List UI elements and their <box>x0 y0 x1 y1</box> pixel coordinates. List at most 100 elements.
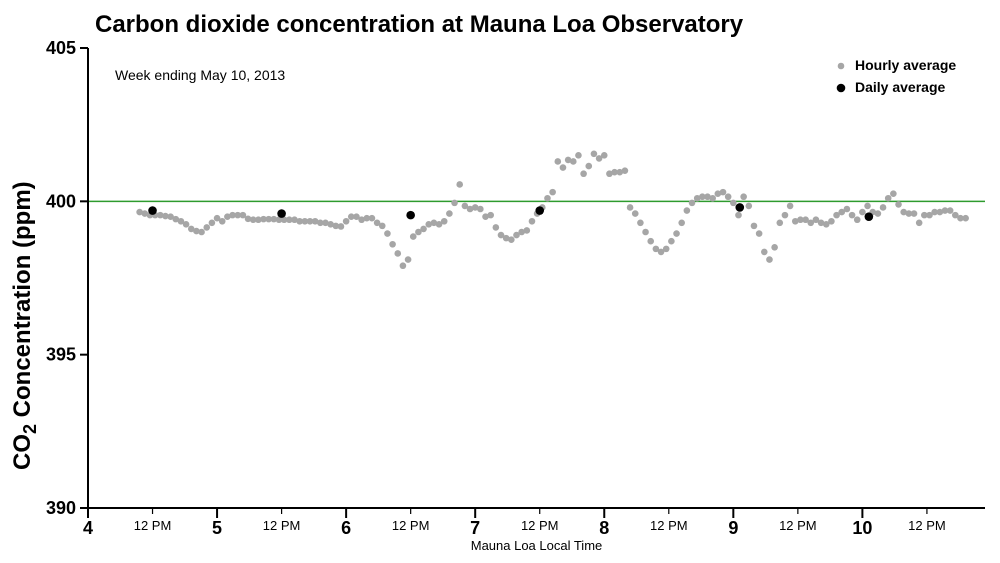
hourly-point <box>766 256 773 263</box>
hourly-point <box>859 209 866 216</box>
daily-point <box>148 206 157 215</box>
daily-point <box>865 212 874 221</box>
hourly-point <box>575 152 582 159</box>
hourly-point <box>379 223 386 230</box>
hourly-point <box>456 181 463 188</box>
hourly-point <box>782 212 789 219</box>
legend-marker-daily <box>837 84 846 93</box>
chart-container: Carbon dioxide concentration at Mauna Lo… <box>0 0 1000 563</box>
hourly-point <box>849 212 856 219</box>
x-tick-label-major: 6 <box>341 518 351 538</box>
hourly-point <box>746 203 753 210</box>
hourly-point <box>570 158 577 165</box>
legend-label-daily: Daily average <box>855 79 945 95</box>
hourly-point <box>844 206 851 213</box>
hourly-point <box>622 167 629 174</box>
hourly-point <box>725 193 732 200</box>
hourly-point <box>627 204 634 211</box>
plot-area <box>88 151 985 270</box>
hourly-point <box>400 262 407 269</box>
x-tick-label-minor: 12 PM <box>521 518 559 533</box>
hourly-point <box>384 230 391 237</box>
hourly-point <box>529 218 536 225</box>
hourly-point <box>203 224 210 231</box>
hourly-point <box>875 210 882 217</box>
x-tick-label-minor: 12 PM <box>908 518 946 533</box>
hourly-point <box>544 195 551 202</box>
hourly-point <box>911 210 918 217</box>
hourly-point <box>771 244 778 251</box>
hourly-point <box>524 227 531 234</box>
hourly-point <box>854 216 861 223</box>
x-tick-label-minor: 12 PM <box>650 518 688 533</box>
y-tick-label: 405 <box>46 38 76 58</box>
hourly-point <box>477 206 484 213</box>
hourly-point <box>580 170 587 177</box>
hourly-point <box>369 215 376 222</box>
y-tick-label: 395 <box>46 345 76 365</box>
hourly-point <box>720 189 727 196</box>
y-axis-label: CO2 Concentration (ppm) <box>9 181 40 470</box>
hourly-point <box>410 233 417 240</box>
daily-point <box>406 211 415 220</box>
legend-marker-hourly <box>838 63 845 70</box>
daily-point <box>277 209 286 218</box>
x-tick-label-major: 7 <box>470 518 480 538</box>
hourly-point <box>601 152 608 159</box>
x-tick-label-minor: 12 PM <box>134 518 172 533</box>
hourly-point <box>684 207 691 214</box>
chart-svg: Carbon dioxide concentration at Mauna Lo… <box>0 0 1000 563</box>
hourly-point <box>549 189 556 196</box>
hourly-point <box>632 210 639 217</box>
legend: Hourly average Daily average <box>837 57 957 95</box>
hourly-point <box>663 246 670 253</box>
y-tick-label: 390 <box>46 498 76 518</box>
hourly-point <box>947 207 954 214</box>
hourly-point <box>183 221 190 228</box>
hourly-point <box>962 215 969 222</box>
hourly-point <box>394 250 401 257</box>
hourly-point <box>916 220 923 227</box>
y-tick-label: 400 <box>46 191 76 211</box>
hourly-point <box>751 223 758 230</box>
hourly-point <box>678 220 685 227</box>
axes: 3903954004054567891012 PM12 PM12 PM12 PM… <box>46 38 985 538</box>
hourly-point <box>343 218 350 225</box>
x-tick-label-minor: 12 PM <box>263 518 301 533</box>
chart-subtitle: Week ending May 10, 2013 <box>115 67 285 83</box>
hourly-point <box>451 200 458 207</box>
hourly-point <box>554 158 561 165</box>
hourly-point <box>637 220 644 227</box>
hourly-point <box>493 224 500 231</box>
hourly-point <box>389 241 396 248</box>
hourly-point <box>709 195 716 202</box>
hourly-point <box>441 218 448 225</box>
x-tick-label-minor: 12 PM <box>392 518 430 533</box>
hourly-point <box>880 204 887 211</box>
hourly-point <box>508 236 515 243</box>
x-tick-label-major: 10 <box>852 518 872 538</box>
chart-title: Carbon dioxide concentration at Mauna Lo… <box>95 11 744 38</box>
hourly-point <box>787 203 794 210</box>
legend-label-hourly: Hourly average <box>855 57 956 73</box>
daily-point <box>735 203 744 212</box>
hourly-point <box>890 190 897 197</box>
hourly-point <box>446 210 453 217</box>
x-tick-label-major: 8 <box>599 518 609 538</box>
x-axis-label: Mauna Loa Local Time <box>471 538 603 553</box>
daily-point <box>535 206 544 215</box>
x-tick-label-minor: 12 PM <box>779 518 817 533</box>
hourly-point <box>338 223 345 230</box>
hourly-point <box>864 203 871 210</box>
hourly-point <box>209 220 216 227</box>
hourly-point <box>219 218 226 225</box>
hourly-point <box>585 163 592 170</box>
hourly-point <box>642 229 649 236</box>
hourly-point <box>591 151 598 158</box>
hourly-point <box>405 256 412 263</box>
x-tick-label-major: 9 <box>728 518 738 538</box>
hourly-point <box>198 229 205 236</box>
svg-text:CO2 Concentration (ppm): CO2 Concentration (ppm) <box>9 181 40 470</box>
hourly-point <box>740 193 747 200</box>
hourly-point <box>895 201 902 208</box>
